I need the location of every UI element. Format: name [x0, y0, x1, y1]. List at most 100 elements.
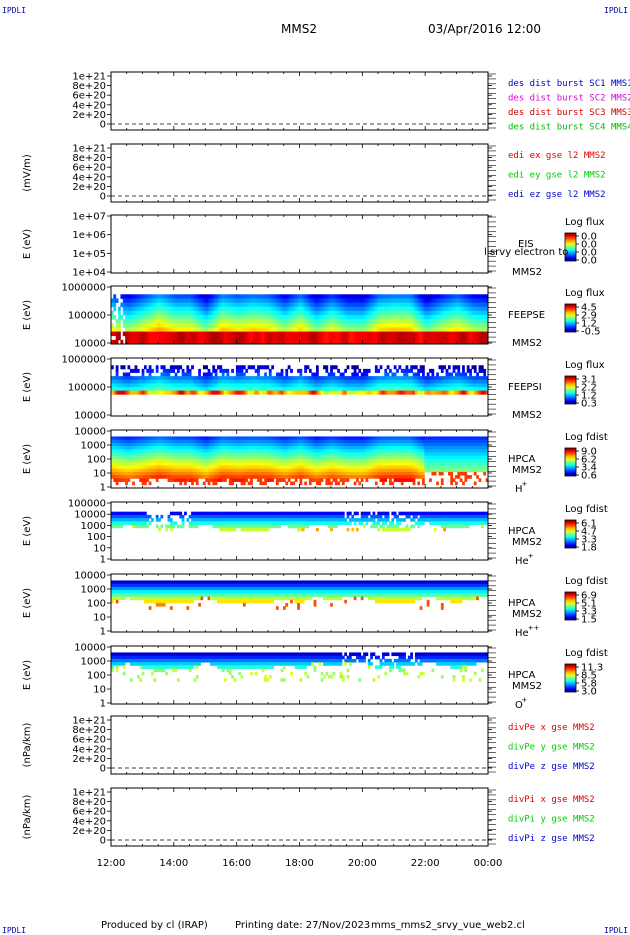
- ytick-feepse-0: 1000000: [61, 283, 106, 294]
- species-charge-hpca_he2: ++: [528, 624, 540, 632]
- ytick-hpca_he2-2: 100: [87, 599, 106, 610]
- ytick-divpe-5: 0: [100, 764, 106, 775]
- ytick-eis-0: 1e+07: [72, 212, 106, 223]
- ytick-hpca_he1-0: 100000: [68, 499, 106, 510]
- cbar-title-eis: Log flux: [565, 217, 605, 228]
- ytick-hpca_h-4: 1: [100, 483, 106, 494]
- ytick-hpca_he1-1: 10000: [74, 510, 106, 521]
- colorbar-hpca_o: [565, 664, 576, 692]
- cbar-title-hpca_he1: Log fdist: [565, 504, 608, 515]
- footer-produced-by: Produced by cl (IRAP): [101, 920, 208, 931]
- ytick-hpca_o-0: 10000: [74, 643, 106, 654]
- sc-feepsi: MMS2: [512, 410, 542, 421]
- colorbar-hpca_h: [565, 448, 576, 476]
- ytick-hpca_he1-2: 1000: [81, 521, 106, 532]
- instrument-hpca_o: HPCA: [508, 670, 536, 681]
- ytick-edi-5: 0: [100, 192, 106, 203]
- ylabel-divpe: (nPa/km): [22, 723, 33, 768]
- cbar-title-feepsi: Log flux: [565, 360, 605, 371]
- ylabel-hpca_he2: E (eV): [22, 588, 33, 618]
- ytick-hpca_he1-4: 10: [93, 543, 106, 554]
- legend-des-3: des dist burst SC4 MMS4: [508, 123, 630, 133]
- cbar-tick-feepse-3: -0.5: [581, 327, 601, 338]
- panel-frame-divpe: [111, 716, 488, 774]
- xtick-label-0: 12:00: [97, 858, 126, 869]
- colorbar-feepse: [565, 304, 576, 332]
- overlay-eis: l srvy electron to: [484, 247, 568, 258]
- ylabel-feepse: E (eV): [22, 300, 33, 330]
- legend-divpe-2: divPe z gse MMS2: [508, 762, 595, 772]
- footer-script-name: mms_mms2_srvy_vue_web2.cl: [371, 920, 525, 931]
- legend-des-0: des dist burst SC1 MMS1: [508, 79, 630, 89]
- xtick-label-1: 14:00: [159, 858, 188, 869]
- colorbar-feepsi: [565, 376, 576, 404]
- panel-divpi: [107, 788, 496, 846]
- ytick-hpca_he2-0: 10000: [74, 571, 106, 582]
- ytick-hpca_h-1: 1000: [81, 441, 106, 452]
- sc-hpca_he2: MMS2: [512, 609, 542, 620]
- ytick-hpca_he1-5: 1: [100, 555, 106, 566]
- panel-eis: [107, 215, 579, 273]
- legend-divpi-2: divPi z gse MMS2: [508, 834, 595, 844]
- instrument-hpca_he2: HPCA: [508, 598, 536, 609]
- ytick-hpca_h-0: 10000: [74, 427, 106, 438]
- legend-divpi-1: divPi y gse MMS2: [508, 815, 595, 825]
- ytick-eis-3: 1e+04: [72, 268, 106, 279]
- panel-frame-des: [111, 72, 488, 130]
- ytick-hpca_h-2: 100: [87, 455, 106, 466]
- cbar-title-hpca_he2: Log fdist: [565, 576, 608, 587]
- ytick-eis-1: 1e+06: [72, 230, 106, 241]
- cbar-tick-eis-3: 0.0: [581, 256, 597, 267]
- panel-divpe: [107, 716, 496, 774]
- species-hpca_he2: He: [515, 628, 529, 639]
- cbar-tick-hpca_he2-3: 1.5: [581, 615, 597, 626]
- ytick-feepsi-0: 1000000: [61, 355, 106, 366]
- legend-edi-1: edi ey gse l2 MMS2: [508, 171, 606, 181]
- xtick-label-4: 20:00: [348, 858, 377, 869]
- instrument-feepse: FEEPSE: [508, 310, 545, 321]
- cbar-title-hpca_h: Log fdist: [565, 432, 608, 443]
- legend-divpe-1: divPe y gse MMS2: [508, 743, 595, 753]
- panel-frame-divpi: [111, 788, 488, 846]
- sc-hpca_he1: MMS2: [512, 537, 542, 548]
- species-charge-hpca_he1: +: [528, 552, 534, 560]
- ytick-hpca_o-2: 100: [87, 671, 106, 682]
- footer-printing-date: Printing date: 27/Nov/2023: [235, 920, 370, 931]
- ytick-divpi-5: 0: [100, 836, 106, 847]
- species-charge-hpca_h: +: [521, 480, 527, 488]
- ytick-hpca_o-4: 1: [100, 699, 106, 710]
- panel-frame-edi: [111, 144, 488, 202]
- ytick-hpca_he2-3: 10: [93, 613, 106, 624]
- colorbar-hpca_he1: [565, 520, 576, 548]
- ytick-hpca_o-3: 10: [93, 685, 106, 696]
- cbar-tick-hpca_h-3: 0.6: [581, 471, 597, 482]
- sc-hpca_h: MMS2: [512, 465, 542, 476]
- species-hpca_he1: He: [515, 556, 529, 567]
- legend-divpe-0: divPe x gse MMS2: [508, 723, 595, 733]
- legend-divpi-0: divPi x gse MMS2: [508, 795, 595, 805]
- ylabel-hpca_h: E (eV): [22, 444, 33, 474]
- instrument-hpca_h: HPCA: [508, 454, 536, 465]
- species-charge-hpca_o: +: [521, 696, 527, 704]
- ytick-eis-2: 1e+05: [72, 249, 106, 260]
- ylabel-divpi: (nPa/km): [22, 795, 33, 840]
- xtick-label-5: 22:00: [411, 858, 440, 869]
- ylabel-hpca_o: E (eV): [22, 660, 33, 690]
- xtick-label-2: 16:00: [222, 858, 251, 869]
- xtick-label-3: 18:00: [285, 858, 314, 869]
- panel-edi: [107, 144, 496, 202]
- legend-des-2: des dist burst SC3 MMS3: [508, 108, 630, 118]
- ytick-des-5: 0: [100, 120, 106, 131]
- cbar-tick-feepsi-3: 0.3: [581, 399, 597, 410]
- ytick-hpca_he2-1: 1000: [81, 585, 106, 596]
- ytick-hpca_he2-4: 1: [100, 627, 106, 638]
- panel-frame-eis: [111, 215, 488, 273]
- cbar-tick-hpca_o-3: 3.0: [581, 687, 597, 698]
- ylabel-hpca_he1: E (eV): [22, 516, 33, 546]
- ytick-feepse-2: 10000: [74, 339, 106, 350]
- cbar-title-hpca_o: Log fdist: [565, 648, 608, 659]
- panel-des: [107, 72, 496, 130]
- legend-edi-2: edi ez gse l2 MMS2: [508, 190, 606, 200]
- ytick-hpca_h-3: 10: [93, 469, 106, 480]
